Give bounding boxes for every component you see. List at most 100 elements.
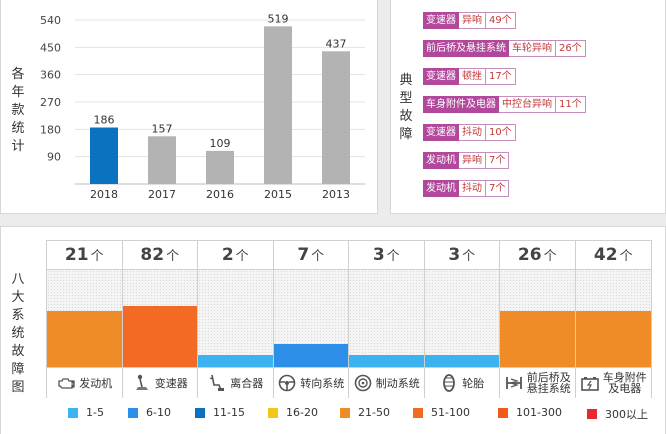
- legend-item: 101-300: [498, 406, 562, 419]
- year-bar-2015: [264, 26, 292, 184]
- x-tick-label: 2016: [206, 188, 234, 201]
- gear-shift-icon: [132, 373, 152, 393]
- typical-faults-title: 典型故障: [397, 72, 415, 144]
- system-bar: [424, 355, 499, 367]
- legend-swatch: [340, 407, 350, 418]
- typical-faults-title-char: 障: [399, 127, 413, 142]
- fault-system: 变速器: [423, 68, 459, 85]
- legend-label: 1-5: [86, 406, 104, 419]
- fault-symptom: 顿挫: [459, 68, 486, 85]
- system-column: 82 个变速器: [122, 241, 198, 398]
- system-count-unit: 个: [90, 249, 104, 264]
- year-stats-ylabel-char: 计: [11, 139, 25, 154]
- engine-icon: [56, 373, 76, 393]
- system-count-value: 26: [517, 245, 542, 265]
- legend-item: 51-100: [413, 406, 470, 419]
- fault-tag-row: 变速器 异响 49个: [423, 12, 516, 29]
- system-label: 轮胎: [424, 367, 499, 398]
- system-count-value: 21: [64, 245, 89, 265]
- system-count-value: 3: [448, 245, 461, 265]
- system-column: 42 个车身附件 及电器: [575, 241, 651, 398]
- fault-symptom: 抖动: [459, 180, 486, 197]
- system-label: 离合器: [198, 367, 273, 398]
- eight-systems-title-char: 八: [11, 272, 25, 287]
- system-column: 21 个发动机: [47, 241, 123, 398]
- fault-count: 7个: [486, 180, 510, 197]
- y-tick-label: 90: [47, 151, 61, 164]
- system-count-unit: 个: [543, 249, 557, 264]
- eight-systems-title-char: 统: [11, 326, 25, 341]
- system-column: 3 个制动系统: [349, 241, 425, 398]
- fault-tag-row: 发动机 抖动 7个: [423, 180, 510, 197]
- system-bar: [122, 305, 197, 367]
- eight-systems-title-char: 大: [11, 290, 25, 305]
- legend-label: 51-100: [431, 406, 470, 419]
- year-bar-value: 157: [152, 122, 173, 135]
- system-count: 42 个: [575, 241, 651, 270]
- fault-count: 49个: [486, 12, 516, 29]
- system-count-value: 42: [593, 245, 618, 265]
- fault-tag-row: 车身附件及电器 中控台异响 11个: [423, 96, 586, 113]
- fault-symptom: 异响: [459, 152, 486, 169]
- legend-item: 1-5: [68, 406, 104, 419]
- legend-label: 6-10: [146, 406, 171, 419]
- system-bar: [198, 355, 273, 367]
- typical-faults-title-char: 故: [399, 109, 413, 124]
- legend-swatch: [128, 407, 138, 418]
- x-tick-label: 2013: [322, 188, 350, 201]
- y-tick-label: 450: [40, 41, 61, 54]
- fault-symptom: 异响: [459, 12, 486, 29]
- system-count-value: 82: [140, 245, 165, 265]
- clutch-icon: [207, 373, 227, 393]
- system-label: 车身附件 及电器: [575, 367, 651, 398]
- fault-system: 变速器: [423, 12, 459, 29]
- legend-label: 21-50: [358, 406, 390, 419]
- fault-tag-row: 发动机 异响 7个: [423, 152, 510, 169]
- system-column: 2 个离合器: [198, 241, 274, 398]
- system-column: 3 个轮胎: [424, 241, 500, 398]
- system-bar: [575, 310, 651, 367]
- legend-swatch: [68, 407, 78, 418]
- system-label: 发动机: [47, 367, 122, 398]
- fault-count: 26个: [556, 40, 586, 57]
- legend-item: 300以上: [587, 406, 648, 422]
- systems-grid: 21 个发动机 82 个变速器 2 个离合器 7 个转向系统 3 个制动系统 3 个轮胎 26 个前后桥及…: [46, 240, 652, 398]
- legend-swatch: [268, 407, 278, 418]
- x-tick-label: 2017: [148, 188, 176, 201]
- year-bar-2013: [322, 51, 350, 185]
- fault-system: 车身附件及电器: [423, 96, 499, 113]
- system-label: 变速器: [122, 367, 197, 398]
- fault-tag-row: 变速器 顿挫 17个: [423, 68, 516, 85]
- year-bar-chart: 90 180 270 360 450 540 186 2018 157 2017 109 2016 51…: [40, 12, 365, 201]
- year-bar-value: 519: [268, 12, 289, 25]
- system-label-text: 离合器: [230, 376, 264, 390]
- legend-item: 16-20: [268, 406, 318, 419]
- year-bar-value: 437: [326, 37, 347, 50]
- system-column: 7 个转向系统: [273, 241, 349, 398]
- typical-faults-title-char: 典: [399, 73, 413, 88]
- system-count-value: 3: [372, 245, 385, 265]
- legend-item: 21-50: [340, 406, 390, 419]
- system-bar-area: [349, 270, 424, 367]
- system-count-unit: 个: [166, 249, 180, 264]
- system-label: 制动系统: [349, 367, 424, 398]
- system-label-text: 轮胎: [462, 376, 485, 390]
- year-stats-ylabel-char: 款: [11, 103, 25, 118]
- year-bar-2016: [206, 150, 234, 184]
- x-tick-label: 2015: [264, 188, 292, 201]
- system-bar-area: [273, 270, 348, 367]
- system-label-text: 制动系统: [375, 376, 420, 390]
- fault-count: 11个: [556, 96, 586, 113]
- legend-item: 6-10: [128, 406, 171, 419]
- system-count-unit: 个: [235, 249, 249, 264]
- legend-swatch: [413, 407, 423, 418]
- fault-count: 10个: [486, 124, 516, 141]
- fault-tag-row: 前后桥及悬挂系统 车轮异响 26个: [423, 40, 586, 57]
- system-bar: [349, 355, 424, 367]
- battery-icon: [580, 373, 600, 393]
- y-tick-label: 540: [40, 14, 61, 27]
